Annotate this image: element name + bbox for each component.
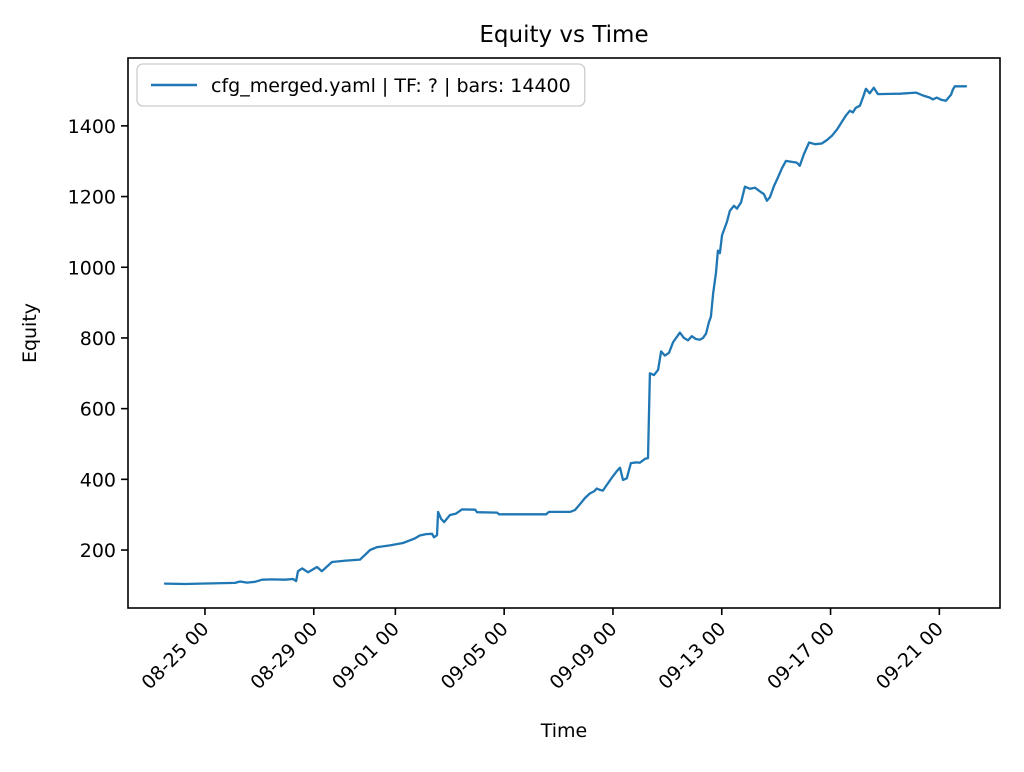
y-axis-label: Equity: [19, 303, 41, 363]
equity-curve: [163, 85, 968, 586]
y-tick-label: 800: [80, 328, 116, 350]
legend-box: [136, 63, 586, 107]
y-tick-label: 1000: [68, 257, 116, 279]
legend-label: cfg_merged.yaml | TF: ? | bars: 14400: [211, 75, 571, 97]
y-tick-label: 400: [80, 469, 116, 491]
y-tick-label: 600: [80, 399, 116, 421]
y-tick-label: 1400: [68, 116, 116, 138]
plot-frame: [127, 57, 1001, 609]
y-tick-label: 1200: [68, 187, 116, 209]
chart-title: Equity vs Time: [479, 22, 648, 48]
series-layer: [163, 85, 968, 586]
x-axis-label: Time: [540, 720, 588, 742]
y-tick-label: 200: [80, 540, 116, 562]
legend: cfg_merged.yaml | TF: ? | bars: 14400: [136, 63, 586, 107]
